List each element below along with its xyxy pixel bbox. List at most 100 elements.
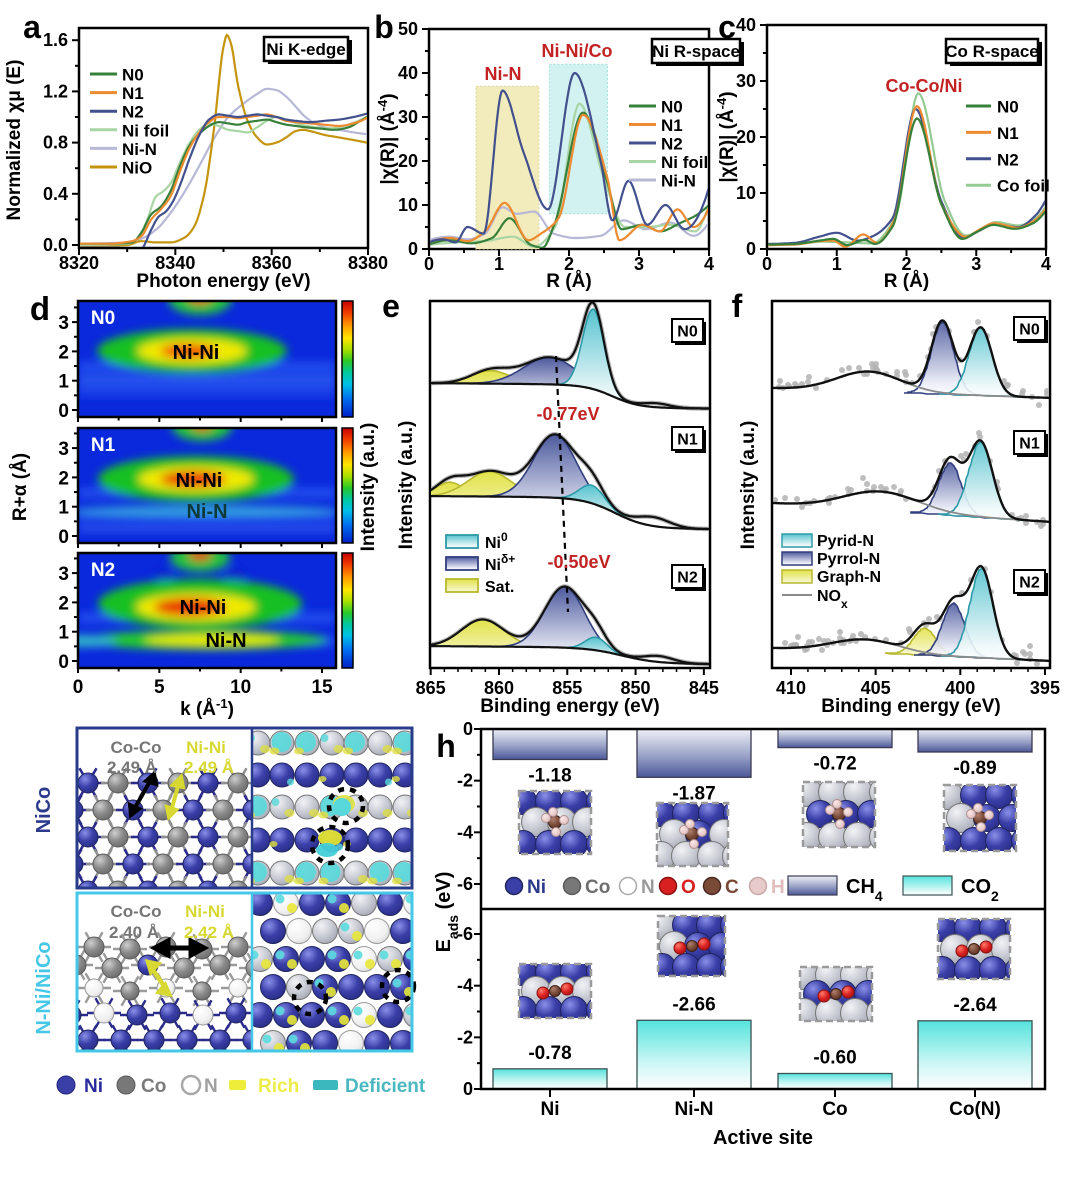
svg-text:1.2: 1.2 (43, 81, 68, 101)
svg-text:N2: N2 (661, 135, 683, 154)
svg-text:Photon energy (eV): Photon energy (eV) (136, 271, 310, 292)
svg-text:C: C (725, 877, 739, 898)
svg-text:N1: N1 (91, 435, 116, 456)
svg-text:0: 0 (746, 239, 756, 259)
svg-text:N: N (641, 877, 655, 898)
svg-text:0.4: 0.4 (43, 184, 68, 204)
svg-text:N0: N0 (997, 98, 1019, 117)
svg-text:Co R-space: Co R-space (945, 42, 1039, 61)
svg-text:0: 0 (408, 239, 418, 259)
svg-text:d: d (30, 290, 50, 327)
svg-text:Co-Co/Ni: Co-Co/Ni (886, 76, 963, 96)
svg-text:Ni-Ni: Ni-Ni (186, 738, 226, 757)
svg-text:Normalized χμ (E): Normalized χμ (E) (4, 60, 25, 221)
svg-text:-0.89: -0.89 (953, 758, 996, 779)
svg-text:30: 30 (736, 71, 756, 91)
svg-text:N2: N2 (122, 103, 144, 122)
svg-text:-6: -6 (457, 924, 473, 944)
svg-text:3: 3 (971, 254, 981, 274)
svg-text:Ni: Ni (84, 1076, 103, 1097)
svg-text:Ni-N: Ni-N (186, 501, 227, 523)
svg-text:0: 0 (73, 677, 84, 698)
svg-text:2.42 Å: 2.42 Å (184, 923, 234, 942)
svg-text:f: f (732, 288, 743, 324)
svg-text:0: 0 (463, 719, 473, 739)
svg-text:0: 0 (58, 652, 69, 673)
svg-text:20: 20 (398, 151, 418, 171)
svg-text:N1: N1 (661, 116, 683, 135)
svg-text:Binding energy (eV): Binding energy (eV) (480, 696, 659, 717)
svg-text:410: 410 (776, 678, 806, 698)
svg-text:N2: N2 (91, 560, 115, 581)
svg-text:20: 20 (736, 127, 756, 147)
svg-text:N-Ni/NiCo: N-Ni/NiCo (33, 941, 55, 1034)
svg-text:Ni-N: Ni-N (122, 140, 157, 159)
svg-text:N0: N0 (1019, 322, 1040, 339)
svg-text:0.8: 0.8 (43, 133, 68, 153)
svg-text:N1: N1 (677, 432, 698, 449)
svg-text:Ni-N: Ni-N (674, 1099, 713, 1120)
svg-text:NiO: NiO (122, 159, 152, 178)
svg-text:Ni-Ni: Ni-Ni (180, 597, 227, 619)
svg-text:Deficient: Deficient (345, 1076, 426, 1097)
svg-text:Intensity (a.u.): Intensity (a.u.) (358, 423, 379, 552)
svg-text:1: 1 (494, 254, 504, 274)
svg-text:Ni-Ni: Ni-Ni (176, 470, 223, 492)
svg-text:N2: N2 (997, 150, 1019, 169)
svg-text:0: 0 (762, 254, 772, 274)
svg-text:1: 1 (832, 254, 842, 274)
svg-text:a: a (23, 9, 41, 45)
svg-text:Intensity (a.u.): Intensity (a.u.) (396, 421, 417, 550)
svg-text:Binding energy (eV): Binding energy (eV) (821, 696, 1000, 717)
svg-text:N0: N0 (91, 308, 115, 329)
svg-text:-1.87: -1.87 (672, 783, 715, 804)
svg-text:Ni-N: Ni-N (205, 630, 246, 652)
svg-text:Active site: Active site (713, 1127, 813, 1149)
svg-text:R (Å): R (Å) (884, 271, 929, 292)
svg-text:Ni K-edge: Ni K-edge (266, 40, 345, 59)
svg-text:N1: N1 (997, 124, 1019, 143)
svg-text:-0.60: -0.60 (813, 1048, 856, 1069)
svg-text:855: 855 (552, 678, 582, 698)
svg-text:405: 405 (861, 678, 891, 698)
svg-text:Ni foil: Ni foil (122, 121, 169, 140)
svg-text:-2: -2 (457, 771, 473, 791)
svg-text:N2: N2 (677, 570, 698, 587)
svg-text:Co-Co: Co-Co (111, 902, 162, 921)
svg-text:2.49 Å: 2.49 Å (107, 758, 157, 777)
svg-text:0: 0 (58, 527, 69, 548)
svg-text:860: 860 (484, 678, 514, 698)
svg-text:N0: N0 (122, 66, 144, 85)
svg-text:3: 3 (58, 313, 69, 334)
svg-text:10: 10 (736, 183, 756, 203)
svg-text:Sat.: Sat. (485, 579, 514, 596)
svg-text:395: 395 (1030, 678, 1060, 698)
svg-text:Ni-N: Ni-N (661, 172, 696, 191)
svg-text:3: 3 (58, 439, 69, 460)
svg-text:Intensity (a.u.): Intensity (a.u.) (738, 421, 759, 550)
svg-text:15: 15 (311, 677, 333, 698)
svg-text:850: 850 (621, 678, 651, 698)
svg-text:8340: 8340 (155, 253, 195, 273)
svg-text:-0.50eV: -0.50eV (547, 552, 610, 572)
svg-text:Rich: Rich (258, 1076, 299, 1097)
svg-text:2.49 Å: 2.49 Å (184, 758, 234, 777)
svg-text:-4: -4 (457, 976, 473, 996)
svg-text:Co foil: Co foil (997, 177, 1050, 196)
svg-text:1: 1 (58, 372, 69, 393)
svg-text:-0.77eV: -0.77eV (536, 404, 599, 424)
svg-text:N1: N1 (122, 84, 144, 103)
svg-text:400: 400 (945, 678, 975, 698)
svg-text:N1: N1 (1019, 436, 1040, 453)
svg-text:8360: 8360 (252, 253, 292, 273)
svg-text:-0.72: -0.72 (813, 754, 856, 775)
svg-text:N: N (204, 1076, 218, 1097)
svg-text:N0: N0 (677, 324, 698, 341)
svg-text:-1.18: -1.18 (528, 765, 571, 786)
svg-text:-6: -6 (457, 874, 473, 894)
svg-text:Pyrrol-N: Pyrrol-N (817, 551, 880, 568)
svg-text:Co: Co (141, 1076, 166, 1097)
svg-text:10: 10 (230, 677, 251, 698)
svg-text:Co: Co (585, 877, 610, 898)
svg-text:-4: -4 (457, 822, 473, 842)
